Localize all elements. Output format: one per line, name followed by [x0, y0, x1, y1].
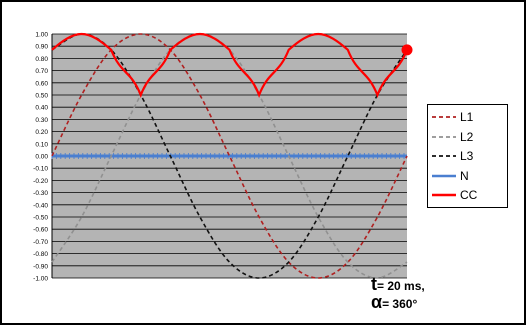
y-tick-label: -0.10	[33, 166, 48, 173]
y-tick-label: 1.00	[35, 32, 48, 39]
y-tick-label: 0.70	[35, 68, 48, 75]
alpha-value: = 360°	[382, 297, 418, 311]
y-tick-label: -0.40	[33, 202, 48, 209]
legend-swatch-L1	[432, 116, 456, 118]
series-line-CC	[51, 32, 409, 98]
legend-label: CC	[460, 188, 478, 202]
legend-item-L2: L2	[432, 129, 473, 145]
legend-item-N: N	[432, 168, 469, 184]
legend-swatch-N	[432, 174, 456, 177]
legend: L1 L2 L3 N CC	[427, 104, 508, 208]
y-tick-label: -0.20	[33, 178, 48, 185]
y-tick-label: -1.00	[33, 276, 48, 283]
y-tick-label: -0.60	[33, 227, 48, 234]
legend-swatch-L3	[432, 155, 456, 157]
t-symbol: t	[371, 274, 377, 294]
legend-swatch-CC	[432, 193, 456, 197]
series-line-L2	[51, 33, 408, 279]
y-tick-label: 0.50	[35, 93, 48, 100]
y-tick-label: -0.90	[33, 263, 48, 270]
y-tick-label: 0.80	[35, 56, 48, 63]
y-tick-label: -0.70	[33, 239, 48, 246]
legend-item-CC: CC	[432, 187, 477, 203]
y-tick-label: -0.80	[33, 251, 48, 258]
legend-item-L1: L1	[432, 109, 473, 125]
t-value: = 20 ms,	[377, 279, 425, 293]
y-tick-label: 0.90	[35, 44, 48, 51]
y-tick-label: 0.20	[35, 129, 48, 136]
y-tick-label: 0.60	[35, 80, 48, 87]
y-tick-label: 0.10	[35, 141, 48, 148]
legend-label: L1	[460, 110, 474, 124]
alpha-symbol: α	[371, 292, 383, 312]
y-tick-label: 0.30	[35, 117, 48, 124]
cc-endpoint-marker	[401, 44, 413, 56]
legend-swatch-L2	[432, 135, 456, 138]
y-tick-label: 0.00	[35, 154, 48, 161]
y-tick-label: 0.40	[35, 105, 48, 112]
markers	[401, 44, 413, 56]
y-tick-labels: 1.00 0.90 0.80 0.70 0.60 0.50 0.40 0.30 0.20 0.10…	[33, 32, 48, 283]
legend-item-L3: L3	[432, 148, 473, 164]
y-tick-label: -0.50	[33, 215, 48, 222]
legend-label: L3	[460, 149, 474, 163]
series-lines	[51, 32, 409, 279]
time-angle-caption: t= 20 ms, α= 360°	[371, 274, 425, 312]
legend-label: N	[460, 168, 469, 183]
legend-label: L2	[460, 129, 474, 144]
y-tick-label: -0.30	[33, 190, 48, 197]
